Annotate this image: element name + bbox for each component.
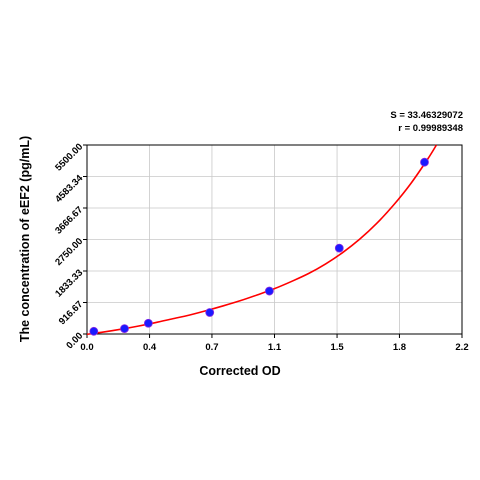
r-value-annotation: r = 0.99989348 (398, 123, 463, 134)
data-point (120, 324, 129, 334)
x-axis-title: Corrected OD (199, 364, 281, 378)
y-tick-label: 1833.33 (53, 267, 85, 299)
data-point (89, 326, 99, 336)
data-points (89, 157, 429, 336)
data-point (334, 243, 344, 253)
x-tick-label: 0.7 (205, 342, 218, 353)
y-axis-title: The concentration of eEF2 (pg/mL) (18, 135, 32, 343)
x-tick-label: 0.4 (143, 342, 157, 353)
data-point (143, 318, 153, 328)
x-tick-label: 1.1 (268, 342, 282, 353)
y-tick-label: 2750.00 (53, 236, 85, 268)
x-tick-label: 1.8 (393, 342, 406, 353)
x-tick-label: 1.5 (330, 342, 344, 353)
x-tick-label: 2.2 (455, 342, 468, 353)
data-point (420, 157, 429, 167)
data-point (264, 286, 274, 296)
x-tick-label: 0.0 (80, 342, 93, 353)
y-tick-label: 5500.00 (53, 141, 85, 173)
y-tick-label: 916.67 (57, 299, 85, 327)
data-point (205, 308, 215, 317)
axis-ticks: 0.0 0.4 0.7 1.1 1.5 1.8 2.20.00916.671833.3327… (53, 141, 468, 353)
s-value-annotation: S = 33.46329072 (390, 110, 463, 121)
y-tick-label: 3666.67 (53, 204, 85, 236)
grid-lines (87, 145, 462, 334)
y-tick-label: 4583.34 (53, 172, 86, 205)
